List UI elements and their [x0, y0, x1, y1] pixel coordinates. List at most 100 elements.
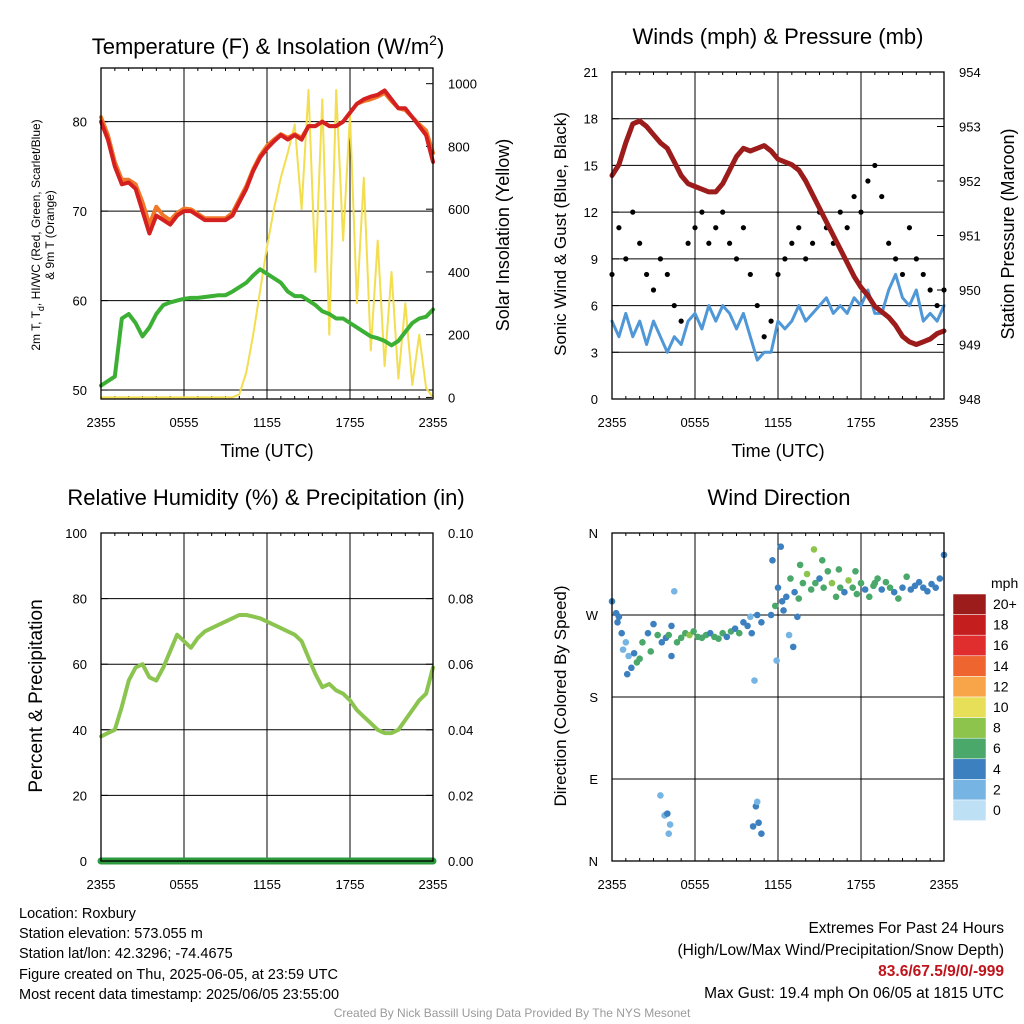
legend-title: mph: [991, 575, 1018, 591]
rh-ylabel: Percent & Precipitation: [26, 599, 47, 792]
direction-point: [924, 588, 931, 595]
gust-point: [747, 271, 753, 278]
direction-point: [618, 629, 625, 637]
temp-y2-tick-label: 0: [448, 390, 455, 405]
direction-point: [899, 584, 906, 591]
wind-plot-border: [611, 71, 945, 400]
gust-point: [768, 318, 774, 324]
gust-point: [934, 302, 940, 309]
gust-point: [637, 240, 643, 246]
rh-line: [99, 613, 435, 739]
dir-y-tick-label: E: [589, 772, 598, 787]
dir-plot-border: [611, 532, 945, 862]
direction-point: [795, 595, 803, 602]
direction-point: [832, 593, 840, 601]
dir-x-tick-label: 2355: [598, 877, 627, 892]
gust-point: [920, 271, 926, 278]
direction-point: [789, 643, 797, 651]
direction-point: [657, 792, 664, 799]
temp-x-tick-label: 1155: [253, 415, 281, 430]
temp-x-tick-label: 2355: [87, 415, 116, 430]
wind-y2-tick-label: 950: [959, 283, 981, 298]
rh-y2-tick-label: 0.10: [448, 526, 473, 541]
legend-swatch: [952, 593, 987, 615]
direction-point: [778, 598, 786, 605]
dir-x-tick-label: 2355: [930, 877, 959, 892]
wind-y-tick-label: 18: [584, 112, 598, 127]
direction-point: [794, 613, 801, 621]
wind-pressure-plot: 2355 0555 1155 1755 235503691215182194894995…: [584, 65, 981, 430]
wind-y2-tick-label: 949: [959, 338, 981, 353]
gust-point: [740, 225, 747, 231]
direction-point: [771, 602, 779, 610]
dir-y-tick-label: N: [589, 854, 598, 869]
gust-point: [754, 302, 760, 309]
direction-point: [673, 639, 681, 646]
legend-swatch: [952, 779, 987, 801]
rh-y2-tick-label: 0.08: [448, 592, 473, 607]
direction-point: [799, 579, 807, 587]
legend-label: 4: [993, 761, 1001, 777]
legend-swatch: [952, 676, 987, 698]
direction-point: [836, 584, 844, 591]
direction-point: [783, 593, 790, 601]
wind-ylabel: Sonic Wind & Gust (Blue, Black): [551, 112, 570, 356]
direction-point: [677, 634, 685, 642]
wind-y2-tick-label: 954: [959, 65, 981, 80]
station-info: Location: Roxbury Station elevation: 573…: [19, 904, 339, 1005]
direction-point: [791, 588, 798, 596]
direction-point: [670, 588, 678, 595]
direction-point: [849, 584, 856, 591]
wind-x-tick-label: 1755: [847, 415, 876, 430]
temp-ylabel-line1: 2m T, Td, HI/WC (Red, Green, Scarlet/Blu…: [29, 119, 46, 350]
legend-swatch: [952, 717, 987, 739]
direction-point: [749, 823, 757, 830]
gust-point: [678, 318, 684, 324]
dewpoint-line: [99, 267, 435, 388]
direction-point: [755, 819, 762, 827]
location-text: Location: Roxbury: [19, 906, 136, 922]
direction-point: [647, 648, 655, 655]
legend-label: 20+: [993, 596, 1017, 612]
wind-y-tick-label: 0: [591, 392, 598, 407]
legend-swatch: [952, 758, 987, 780]
credit-text: Created By Nick Bassill Using Data Provi…: [333, 1006, 691, 1020]
dir-y-tick-label: N: [589, 526, 598, 541]
direction-point: [803, 570, 811, 578]
gust-point: [879, 193, 885, 200]
rh-plot-border: [100, 532, 434, 862]
direction-point: [758, 618, 765, 626]
gust-point: [899, 271, 906, 278]
temp-y2-tick-label: 400: [448, 265, 470, 280]
direction-point: [853, 590, 861, 598]
direction-point: [639, 639, 646, 646]
direction-point: [780, 607, 787, 614]
direction-point: [614, 618, 621, 626]
direction-point: [731, 625, 739, 632]
direction-point: [668, 652, 675, 660]
temp-y2-tick-label: 1000: [448, 77, 477, 92]
direction-point: [668, 622, 675, 630]
temp-ylabel-line2: & 9m T (Orange): [43, 190, 57, 280]
gust-point: [643, 271, 650, 278]
legend-label: 18: [993, 617, 1009, 633]
temp-2m-line: [99, 88, 435, 236]
gust-point: [616, 225, 622, 231]
direction-point: [665, 631, 673, 639]
direction-point: [824, 567, 832, 575]
direction-point: [622, 639, 630, 646]
rh-x-tick-label: 0555: [170, 877, 199, 892]
direction-point: [936, 575, 944, 582]
direction-point: [615, 613, 623, 621]
legend-label: 16: [993, 637, 1009, 653]
wind-y-tick-label: 6: [591, 299, 598, 314]
dir-x-tick-label: 1155: [764, 877, 792, 892]
temp-y-tick-label: 70: [73, 204, 87, 219]
extremes-values: 83.6/67.5/9/0/-999: [878, 963, 1004, 980]
gust-point: [706, 240, 712, 246]
insolation-line: [100, 89, 434, 399]
direction-point: [932, 584, 939, 591]
gust-point: [796, 225, 802, 231]
wind-x-tick-label: 2355: [930, 415, 959, 430]
